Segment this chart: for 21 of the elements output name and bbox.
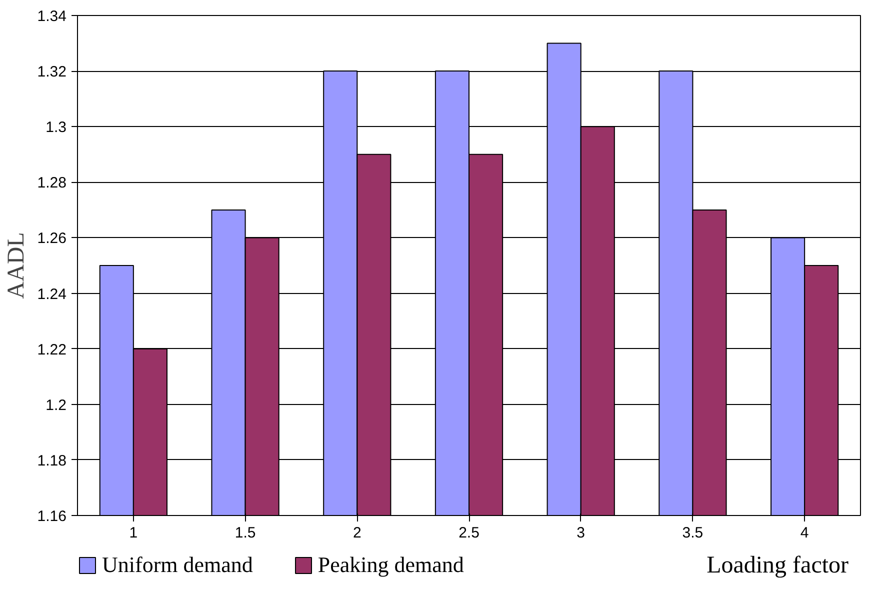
y-tick-label: 1.32 bbox=[37, 64, 67, 81]
x-tick-label: 1 bbox=[129, 524, 138, 542]
y-tick-label: 1.34 bbox=[37, 8, 67, 25]
y-tick-label: 1.26 bbox=[37, 230, 67, 248]
y-tick-label: 1.18 bbox=[37, 452, 67, 470]
y-tick-label: 1.3 bbox=[46, 119, 67, 136]
y-tick-label: 1.2 bbox=[46, 396, 67, 414]
x-tick-label: 2.5 bbox=[458, 524, 480, 542]
y-tick-label: 1.28 bbox=[37, 174, 67, 192]
x-axis-title: Loading factor bbox=[706, 552, 849, 578]
y-tick-label: 1.22 bbox=[37, 341, 67, 358]
x-tick-label: 4 bbox=[800, 524, 809, 542]
x-tick-label: 3 bbox=[576, 524, 586, 542]
x-tick-label: 2 bbox=[352, 524, 362, 542]
y-axis-title: AADL bbox=[3, 232, 30, 299]
y-tick-label: 1.24 bbox=[37, 286, 67, 303]
x-tick-label: 3.5 bbox=[682, 524, 704, 542]
legend-label: Peaking demand bbox=[318, 552, 464, 578]
legend-label: Uniform demand bbox=[102, 552, 253, 578]
x-tick-label: 1.5 bbox=[234, 524, 256, 542]
y-tick-label: 1.16 bbox=[37, 508, 67, 525]
